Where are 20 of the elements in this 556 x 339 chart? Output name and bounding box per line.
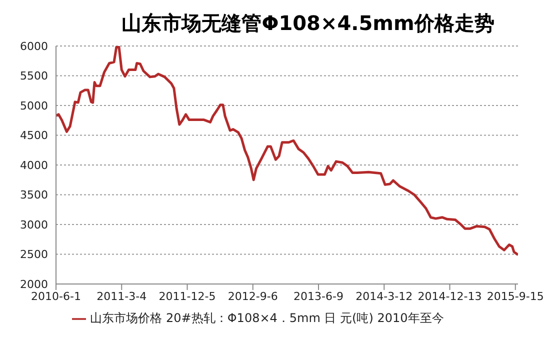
- x-tick-label: 2013-6-9: [294, 290, 344, 303]
- line-series: [56, 46, 518, 256]
- chart-title: 山东市场无缝管Φ108×4.5mm价格走势: [120, 10, 496, 37]
- x-tick-label: 2015-9-15: [486, 290, 544, 303]
- y-tick-label: 5000: [20, 99, 48, 112]
- x-tick-label: 2014-12-13: [418, 290, 482, 303]
- y-tick-label: 4000: [20, 158, 48, 172]
- x-tick-label: 2012-9-6: [228, 290, 278, 303]
- y-tick-label: 2500: [20, 248, 48, 262]
- legend-label: 山东市场价格 20#热轧：Φ108×4．5mm 日 元(吨) 2010年至今: [90, 311, 444, 325]
- y-tick-label: 5500: [20, 70, 48, 83]
- x-tick-label: 2011-3-4: [96, 290, 147, 303]
- y-tick-label: 6000: [20, 40, 48, 53]
- x-tick-label: 2014-3-12: [356, 290, 413, 303]
- x-tick-label: 2010-6-1: [31, 290, 81, 303]
- y-tick-label: 3000: [20, 218, 48, 232]
- y-tick-label: 4500: [20, 129, 48, 142]
- y-tick-label: 3500: [20, 188, 48, 202]
- x-tick-label: 2011-12-5: [158, 290, 216, 303]
- y-tick-label: 2000: [20, 278, 48, 291]
